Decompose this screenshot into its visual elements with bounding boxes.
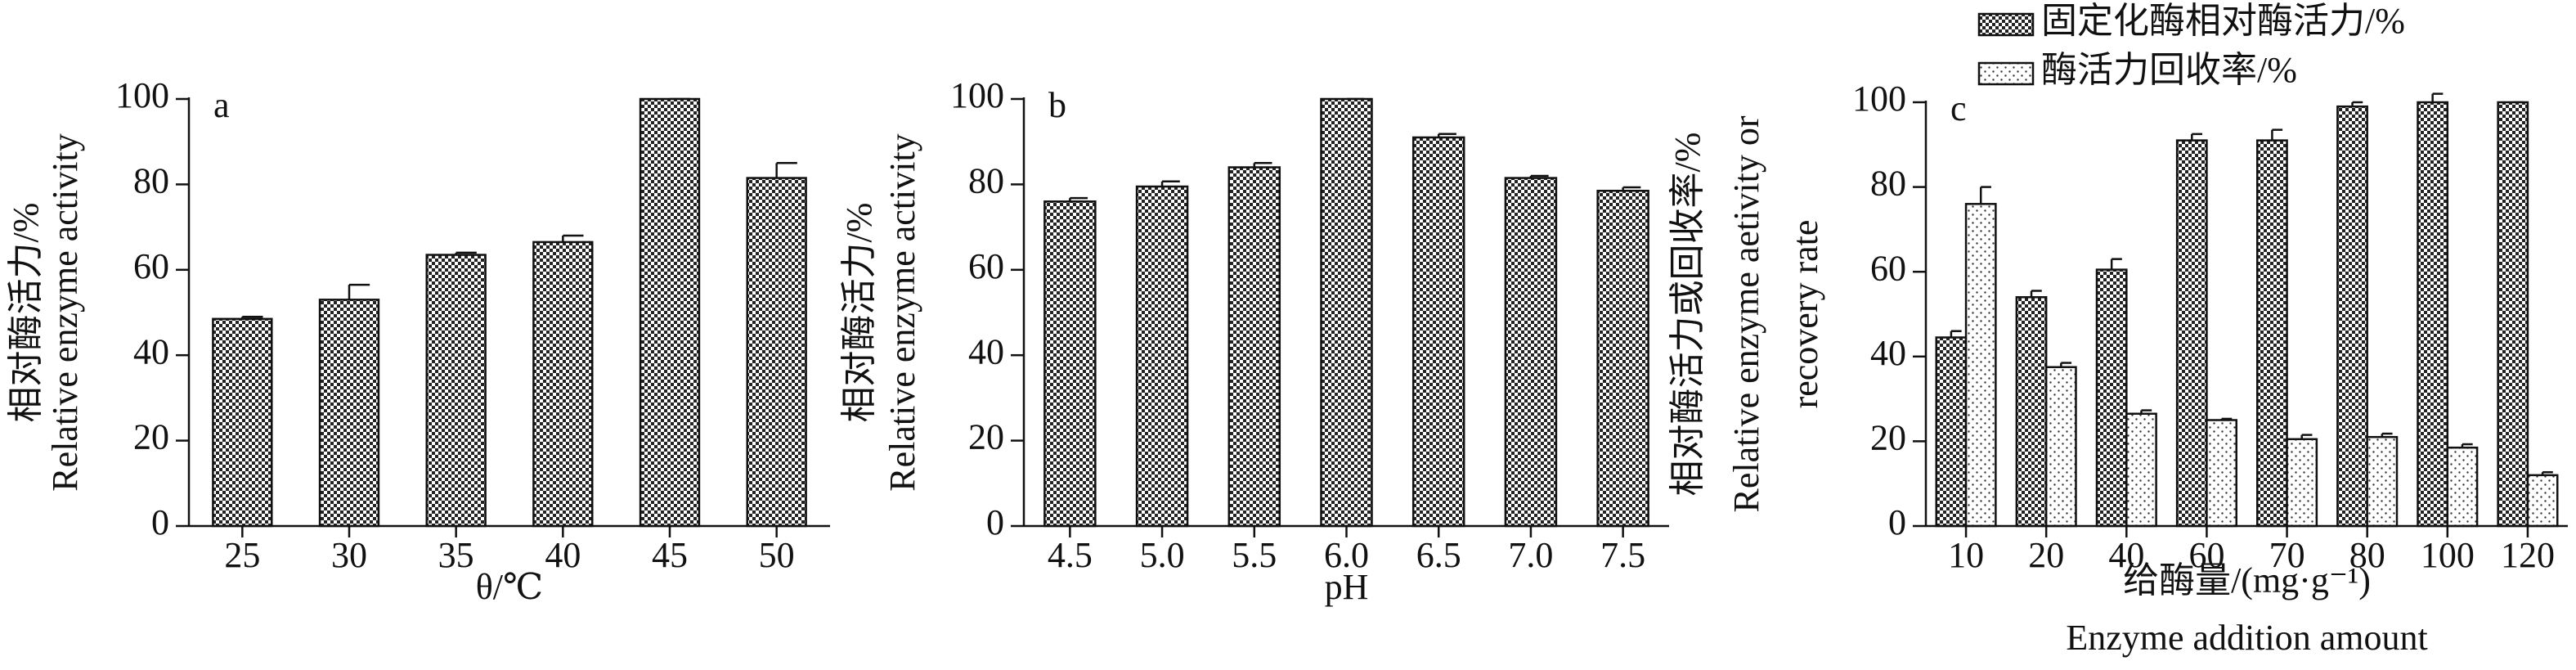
bar (1504, 177, 1558, 528)
bar (2206, 419, 2237, 528)
legend-label: 固定化酶相对酶活力/% (2041, 1, 2405, 41)
y-tick-label: 100 (1852, 79, 1906, 119)
panel-label: c (1950, 88, 1967, 128)
legend-swatch (1977, 61, 2035, 86)
x-tick-label: 60 (2188, 535, 2224, 575)
bar (318, 299, 380, 528)
bar (2015, 296, 2048, 528)
x-tick-label: 40 (545, 535, 581, 575)
x-axis-label: Enzyme addition amount (2066, 618, 2427, 658)
bar (2446, 446, 2479, 528)
y-axis-label: Relative enzyme activity (45, 133, 85, 491)
bar (2336, 105, 2368, 528)
x-tick-label: 5.5 (1232, 535, 1277, 575)
y-tick-label: 80 (1870, 164, 1906, 204)
x-tick-label: 120 (2501, 535, 2555, 575)
x-tick-label: 4.5 (1048, 535, 1093, 575)
bar (2526, 474, 2559, 528)
bar (639, 97, 701, 528)
bar (2044, 366, 2077, 528)
x-tick-label: 7.5 (1600, 535, 1645, 575)
bar (2366, 435, 2399, 528)
y-axis-label: Relative enzyme activity (882, 133, 922, 491)
x-tick-label: 25 (224, 535, 260, 575)
y-tick-label: 60 (1870, 248, 1906, 288)
bar (2095, 268, 2128, 528)
x-axis-label: 给酶量/(mg·g⁻¹) (2123, 560, 2371, 600)
x-tick-label: 40 (2108, 535, 2144, 575)
bar (1935, 336, 1968, 528)
x-tick-label: 35 (438, 535, 474, 575)
y-tick-label: 80 (968, 160, 1004, 200)
bar (1964, 203, 1997, 528)
x-tick-label: 70 (2269, 535, 2305, 575)
x-axis-label: θ/℃ (476, 567, 544, 607)
y-axis-label: 相对酶活力/% (839, 203, 879, 423)
bar (746, 177, 807, 528)
x-tick-label: 10 (1948, 535, 1984, 575)
bar (1411, 136, 1465, 528)
bar (425, 254, 487, 528)
y-tick-label: 40 (1870, 333, 1906, 373)
bar (532, 241, 594, 528)
x-tick-label: 80 (2349, 535, 2385, 575)
x-tick-label: 6.0 (1324, 535, 1369, 575)
y-tick-label: 0 (1888, 502, 1906, 542)
x-tick-label: 30 (331, 535, 367, 575)
y-tick-label: 100 (950, 75, 1004, 115)
bar (212, 317, 273, 528)
y-tick-label: 60 (133, 246, 169, 286)
y-tick-label: 80 (133, 160, 169, 200)
x-tick-label: 7.0 (1508, 535, 1553, 575)
bar (1596, 189, 1649, 528)
bar (2417, 101, 2449, 528)
bar (1227, 166, 1281, 528)
x-tick-label: 50 (759, 535, 795, 575)
y-tick-label: 100 (115, 75, 169, 115)
legend-label: 酶活力回收率/% (2041, 50, 2297, 90)
x-tick-label: 45 (652, 535, 688, 575)
x-tick-label: 5.0 (1140, 535, 1185, 575)
y-tick-label: 0 (986, 502, 1004, 542)
y-tick-label: 60 (968, 246, 1004, 286)
y-axis-label: 相对酶活力/% (6, 203, 46, 423)
bar (1043, 200, 1097, 528)
bar (2175, 139, 2208, 528)
y-tick-label: 20 (133, 417, 169, 457)
y-tick-label: 20 (968, 417, 1004, 457)
y-tick-label: 40 (968, 331, 1004, 371)
y-tick-label: 20 (1870, 417, 1906, 457)
x-tick-label: 20 (2028, 535, 2064, 575)
bar (2497, 101, 2529, 528)
panel-label: b (1048, 85, 1066, 125)
panel-label: a (213, 85, 230, 125)
bar (2286, 438, 2318, 528)
bar (2256, 139, 2288, 528)
y-axis-label: 相对酶活力或回收率/% (1667, 133, 1708, 497)
y-tick-label: 0 (151, 502, 169, 542)
y-tick-label: 40 (133, 331, 169, 371)
y-axis-label: recovery rate (1785, 220, 1825, 409)
x-tick-label: 6.5 (1416, 535, 1461, 575)
bar (1320, 97, 1373, 528)
bar (2125, 412, 2157, 528)
x-axis-label: pH (1325, 567, 1369, 607)
y-axis-label: Relative enzyme aetivity or (1726, 115, 1766, 512)
bar (1135, 185, 1189, 528)
x-tick-label: 100 (2421, 535, 2475, 575)
legend-swatch (1977, 12, 2035, 37)
